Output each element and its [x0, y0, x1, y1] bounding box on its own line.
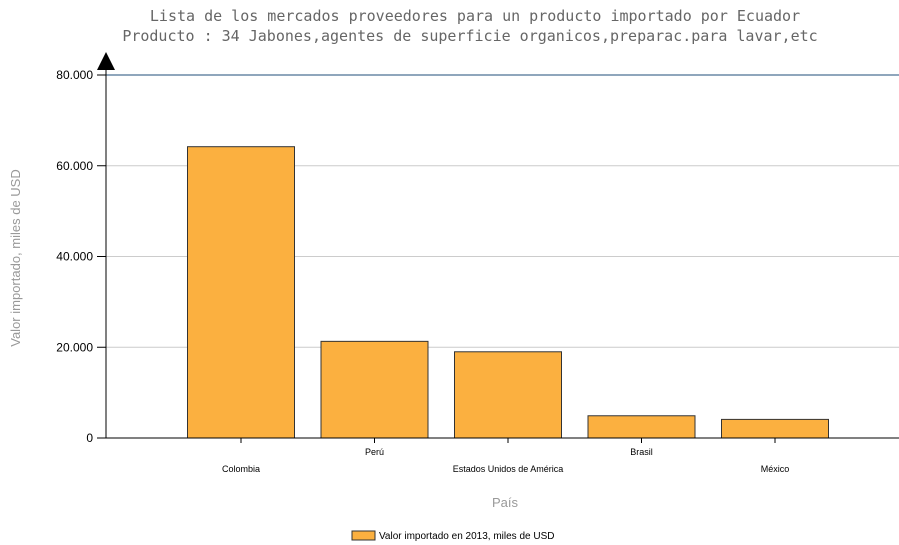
x-axis-title: País — [492, 495, 519, 510]
legend-label: Valor importado en 2013, miles de USD — [379, 531, 554, 542]
y-axis-title: Valor importado, miles de USD — [8, 169, 23, 347]
legend-swatch — [351, 530, 376, 541]
bar — [320, 340, 429, 439]
y-tick-label: 60.000 — [56, 159, 93, 173]
bar — [454, 351, 562, 439]
x-category-label: Perú — [365, 447, 384, 457]
y-tick-label: 0 — [86, 431, 93, 445]
bar — [721, 418, 829, 439]
y-axis-arrow-icon — [97, 52, 115, 70]
chart-subtitle: Producto : 34 Jabones,agentes de superfi… — [122, 27, 817, 45]
chart-title: Lista de los mercados proveedores para u… — [150, 7, 800, 25]
bars — [187, 146, 829, 439]
bar — [587, 415, 696, 439]
x-category-label: Brasil — [630, 447, 653, 457]
y-tick-label: 20.000 — [56, 340, 93, 354]
x-category-label: México — [761, 464, 790, 474]
x-category-label: Estados Unidos de América — [453, 464, 564, 474]
y-tick-label: 40.000 — [56, 250, 93, 264]
y-tick-labels: 0 20.000 40.000 60.000 80.000 — [56, 68, 106, 445]
x-category-labels: Colombia Perú Estados Unidos de América Bra… — [222, 438, 789, 474]
bar — [187, 146, 295, 439]
y-tick-label: 80.000 — [56, 68, 93, 82]
x-category-label: Colombia — [222, 464, 260, 474]
